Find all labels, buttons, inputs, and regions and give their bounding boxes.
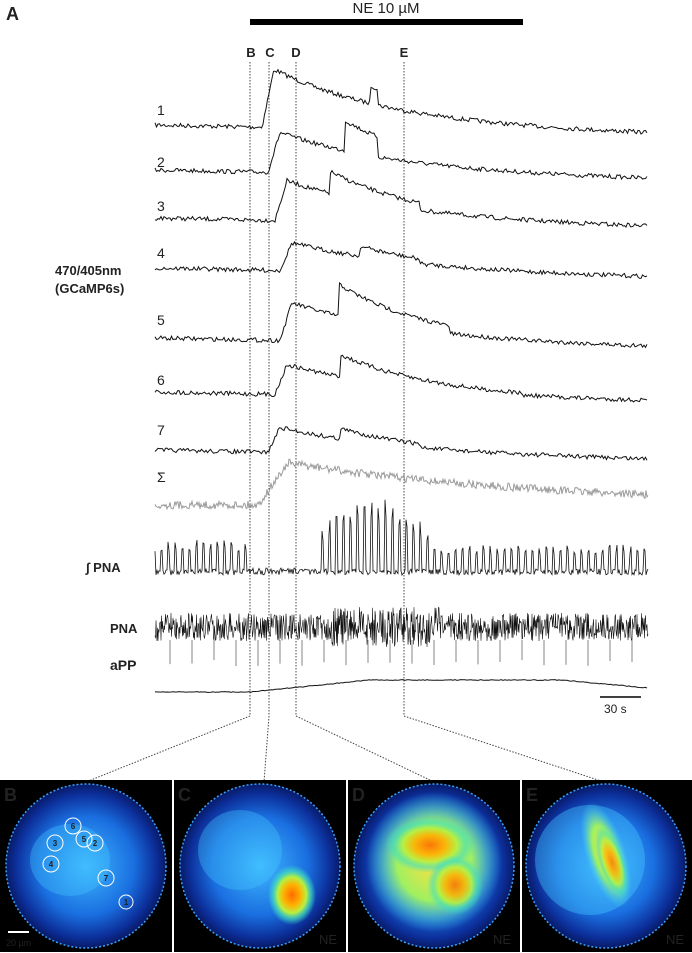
roi-label-5: 5 <box>82 835 87 844</box>
trace-label-6: 6 <box>157 372 165 388</box>
image-panel-d: D NE <box>348 780 520 952</box>
pna-label: PNA <box>110 621 138 636</box>
trace-label-2: 2 <box>157 154 165 170</box>
trace-label-7: 7 <box>157 422 165 438</box>
app-line <box>154 679 648 693</box>
sum-trace <box>154 458 649 511</box>
image-panel-e: E NE <box>522 780 692 952</box>
panel-c-tag: NE <box>319 932 337 947</box>
marker-d: D <box>291 45 300 60</box>
marker-c: C <box>265 45 275 60</box>
y-axis-label-line1: 470/405nm <box>55 263 122 278</box>
image-panel-b: 6 5 2 3 4 7 1 B 20 µm <box>0 780 172 952</box>
calcium-trace-1 <box>154 68 648 135</box>
trace-label-sum: Σ <box>157 469 166 485</box>
pna-trace <box>154 606 649 666</box>
pna-line <box>154 606 649 648</box>
image-panel-c: C NE <box>174 780 346 952</box>
time-scalebar-label: 30 s <box>604 702 627 716</box>
integrated-pna-line <box>154 499 649 576</box>
calcium-trace-6 <box>154 354 648 403</box>
panel-c-letter: C <box>178 785 191 805</box>
trace-label-3: 3 <box>157 198 165 214</box>
roi-label-4: 4 <box>49 860 54 869</box>
y-axis-label-line2: (GCaMP6s) <box>55 281 124 296</box>
trace-label-4: 4 <box>157 245 165 261</box>
app-trace <box>154 679 648 693</box>
panel-e-tag: NE <box>666 932 684 947</box>
calcium-traces <box>154 68 649 511</box>
roi-label-1: 1 <box>124 898 129 907</box>
space-scalebar-label: 20 µm <box>6 938 31 948</box>
calcium-trace-3 <box>154 169 648 228</box>
panel-a-label: A <box>6 4 19 24</box>
integrated-pna-trace <box>154 499 649 576</box>
calcium-trace-4 <box>154 240 648 279</box>
marker-b: B <box>246 45 255 60</box>
calcium-trace-7 <box>154 426 648 461</box>
marker-e: E <box>400 45 409 60</box>
int-pna-label: ∫ PNA <box>85 560 121 575</box>
roi-label-3: 3 <box>53 839 58 848</box>
ne-label: NE 10 µM <box>353 0 420 17</box>
trace-label-5: 5 <box>157 312 165 328</box>
panel-b-letter: B <box>4 785 17 805</box>
roi-label-6: 6 <box>71 822 76 831</box>
roi-label-7: 7 <box>104 874 109 883</box>
panel-e-letter: E <box>526 785 538 805</box>
trace-label-1: 1 <box>157 102 165 118</box>
panel-d-letter: D <box>352 785 365 805</box>
app-label: aPP <box>110 657 136 673</box>
panel-d-tag: NE <box>493 932 511 947</box>
calcium-trace-5 <box>154 282 648 349</box>
roi-circles <box>42 817 134 910</box>
calcium-trace-2 <box>154 121 648 181</box>
roi-label-2: 2 <box>93 839 98 848</box>
